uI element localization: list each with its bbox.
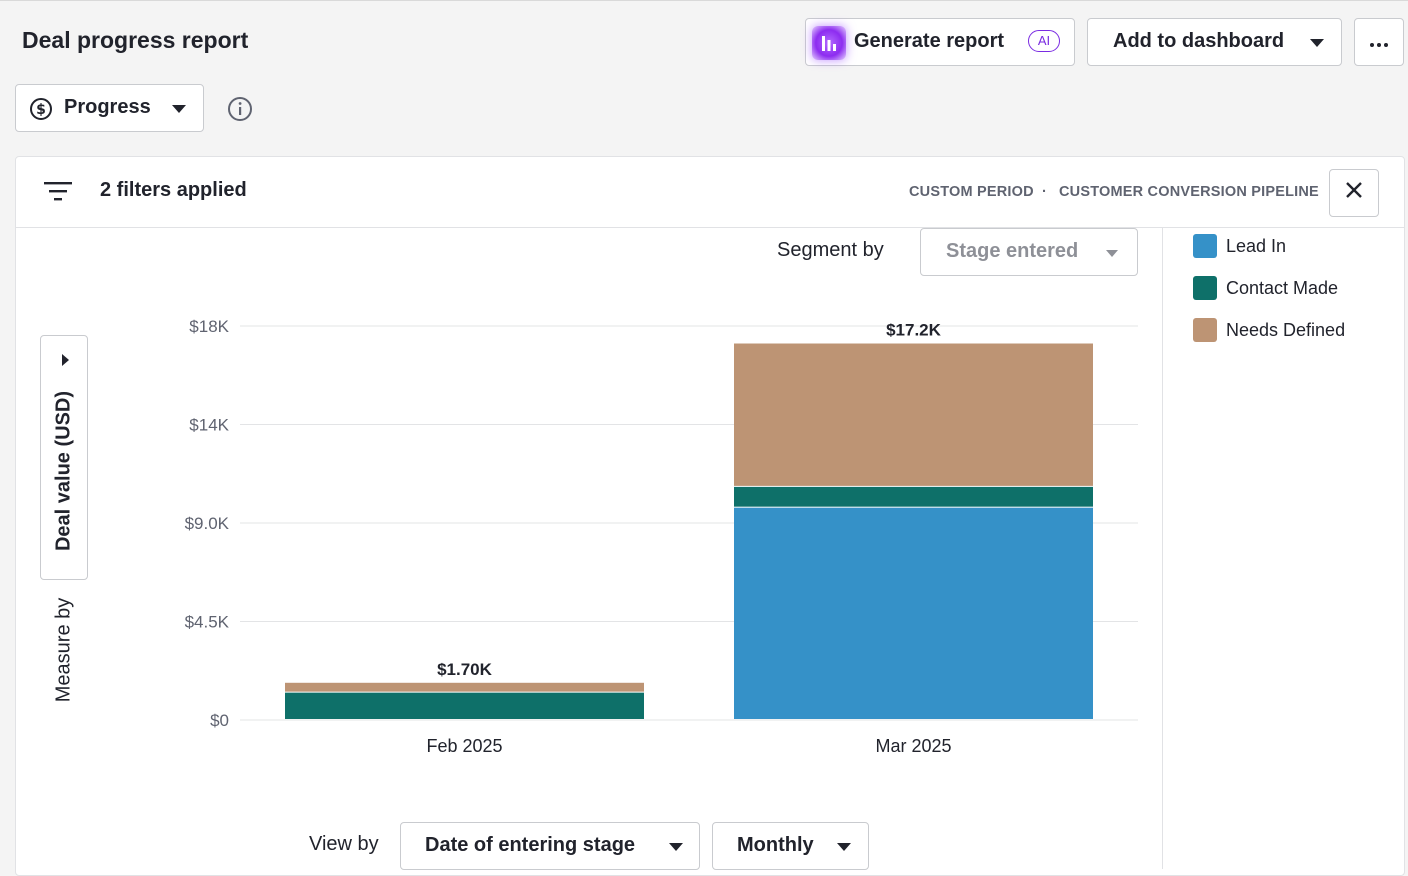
interval-select[interactable]: Monthly bbox=[712, 822, 869, 870]
report-type-select[interactable]: $ Progress bbox=[15, 84, 204, 132]
measure-by-label: Measure by bbox=[52, 597, 75, 703]
legend-label: Contact Made bbox=[1226, 277, 1339, 298]
top-border bbox=[0, 0, 1408, 1]
legend-label: Lead In bbox=[1226, 235, 1287, 256]
page-title: Deal progress report bbox=[22, 27, 249, 53]
close-filters-button[interactable] bbox=[1329, 169, 1379, 217]
chevron-down-icon bbox=[837, 843, 851, 851]
info-icon[interactable] bbox=[227, 96, 253, 122]
chevron-down-icon bbox=[1310, 39, 1324, 47]
generate-report-button[interactable]: Generate report AI bbox=[805, 18, 1075, 66]
svg-text:$: $ bbox=[36, 102, 46, 118]
legend-label: Needs Defined bbox=[1226, 319, 1346, 340]
legend-item-contact-made[interactable]: Contact Made bbox=[1193, 276, 1338, 300]
segment-by-label: Segment by bbox=[777, 239, 884, 261]
chevron-down-icon bbox=[669, 843, 683, 851]
filter-icon[interactable] bbox=[44, 180, 72, 202]
period-label: CUSTOM PERIOD bbox=[909, 184, 1034, 200]
view-by-label: View by bbox=[309, 833, 379, 855]
legend-swatch bbox=[1193, 234, 1217, 258]
add-to-dashboard-button[interactable]: Add to dashboard bbox=[1087, 18, 1342, 66]
generate-report-label: Generate report bbox=[854, 30, 1005, 52]
ai-badge: AI bbox=[1028, 30, 1060, 52]
more-horizontal-icon bbox=[1369, 31, 1389, 54]
measure-by-value: Deal value (USD) bbox=[52, 390, 75, 552]
filters-applied-text[interactable]: 2 filters applied bbox=[100, 179, 247, 201]
legend-divider bbox=[1162, 228, 1163, 869]
legend-swatch bbox=[1193, 318, 1217, 342]
segment-by-select[interactable]: Stage entered bbox=[920, 228, 1138, 276]
bar-chart-icon bbox=[812, 26, 846, 60]
measure-by-select[interactable]: Deal value (USD) bbox=[40, 335, 88, 580]
dollar-circle-icon: $ bbox=[29, 97, 53, 127]
legend-swatch bbox=[1193, 276, 1217, 300]
close-icon bbox=[1345, 181, 1363, 205]
pipeline-label: CUSTOMER CONVERSION PIPELINE bbox=[1059, 184, 1319, 200]
meta-separator: · bbox=[1042, 184, 1048, 200]
view-by-value: Date of entering stage bbox=[425, 834, 636, 856]
view-by-select[interactable]: Date of entering stage bbox=[400, 822, 700, 870]
legend-item-lead-in[interactable]: Lead In bbox=[1193, 234, 1286, 258]
report-panel bbox=[15, 156, 1405, 876]
segment-by-value: Stage entered bbox=[946, 240, 1079, 262]
add-to-dashboard-label: Add to dashboard bbox=[1113, 30, 1285, 52]
chevron-down-icon bbox=[1106, 250, 1118, 257]
chevron-down-icon bbox=[172, 105, 186, 113]
legend-item-needs-defined[interactable]: Needs Defined bbox=[1193, 318, 1345, 342]
chevron-right-icon bbox=[62, 354, 69, 366]
more-options-button[interactable] bbox=[1354, 18, 1404, 66]
interval-value: Monthly bbox=[737, 834, 814, 856]
report-type-label: Progress bbox=[64, 96, 151, 118]
panel-divider bbox=[15, 227, 1405, 228]
